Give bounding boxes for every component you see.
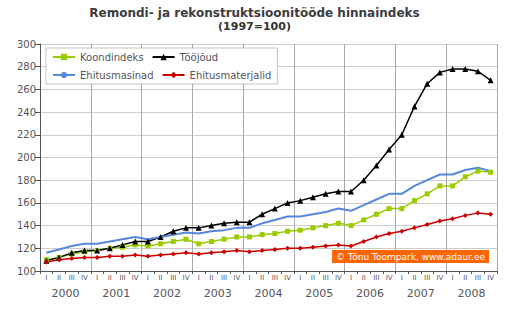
svg-text:280: 280: [17, 61, 36, 72]
svg-text:Ehitusmaterjalid: Ehitusmaterjalid: [190, 70, 272, 81]
svg-text:2002: 2002: [153, 287, 181, 300]
svg-text:140: 140: [17, 220, 36, 231]
svg-text:I: I: [299, 274, 301, 282]
svg-text:I: I: [401, 274, 403, 282]
svg-text:300: 300: [17, 39, 36, 50]
svg-text:IV: IV: [436, 274, 443, 282]
svg-text:240: 240: [17, 107, 36, 118]
svg-text:180: 180: [17, 175, 36, 186]
svg-text:IV: IV: [335, 274, 342, 282]
svg-text:I: I: [45, 274, 47, 282]
svg-text:Koondindeks: Koondindeks: [80, 52, 144, 63]
svg-text:2008: 2008: [458, 287, 486, 300]
svg-text:2004: 2004: [255, 287, 283, 300]
svg-text:III: III: [475, 274, 481, 282]
svg-text:I: I: [147, 274, 149, 282]
svg-text:II: II: [463, 274, 467, 282]
svg-text:2003: 2003: [204, 287, 232, 300]
svg-text:IV: IV: [183, 274, 190, 282]
svg-text:© Tõnu Toompark, www.adaur.ee: © Tõnu Toompark, www.adaur.ee: [336, 252, 485, 262]
svg-text:160: 160: [17, 197, 36, 208]
svg-text:IV: IV: [487, 274, 494, 282]
svg-text:III: III: [272, 274, 278, 282]
svg-text:III: III: [323, 274, 329, 282]
svg-text:Remondi- ja rekonstruktsioonit: Remondi- ja rekonstruktsioonitööde hinna…: [89, 6, 419, 20]
svg-text:II: II: [311, 274, 315, 282]
svg-text:III: III: [170, 274, 176, 282]
svg-text:IV: IV: [386, 274, 393, 282]
svg-text:I: I: [198, 274, 200, 282]
svg-text:Ehitusmasinad: Ehitusmasinad: [80, 70, 154, 81]
svg-text:IV: IV: [284, 274, 291, 282]
svg-text:I: I: [452, 274, 454, 282]
svg-text:II: II: [412, 274, 416, 282]
svg-text:220: 220: [17, 129, 36, 140]
svg-text:Tööjõud: Tööjõud: [179, 52, 219, 63]
svg-text:III: III: [119, 274, 125, 282]
svg-text:II: II: [260, 274, 264, 282]
svg-text:2005: 2005: [305, 287, 333, 300]
svg-text:(1997=100): (1997=100): [218, 20, 291, 33]
svg-text:200: 200: [17, 152, 36, 163]
svg-text:II: II: [159, 274, 163, 282]
svg-text:III: III: [373, 274, 379, 282]
svg-text:II: II: [57, 274, 61, 282]
svg-text:IV: IV: [132, 274, 139, 282]
svg-text:II: II: [209, 274, 213, 282]
svg-text:260: 260: [17, 84, 36, 95]
svg-text:120: 120: [17, 243, 36, 254]
svg-text:III: III: [221, 274, 227, 282]
svg-text:I: I: [96, 274, 98, 282]
svg-text:II: II: [108, 274, 112, 282]
svg-text:2006: 2006: [356, 287, 384, 300]
svg-text:2007: 2007: [407, 287, 435, 300]
svg-text:I: I: [248, 274, 250, 282]
svg-text:II: II: [362, 274, 366, 282]
svg-text:2001: 2001: [102, 287, 130, 300]
svg-text:IV: IV: [233, 274, 240, 282]
svg-text:100: 100: [17, 266, 36, 277]
svg-text:III: III: [69, 274, 75, 282]
svg-text:IV: IV: [81, 274, 88, 282]
svg-text:III: III: [424, 274, 430, 282]
svg-text:I: I: [350, 274, 352, 282]
svg-text:2000: 2000: [51, 287, 79, 300]
